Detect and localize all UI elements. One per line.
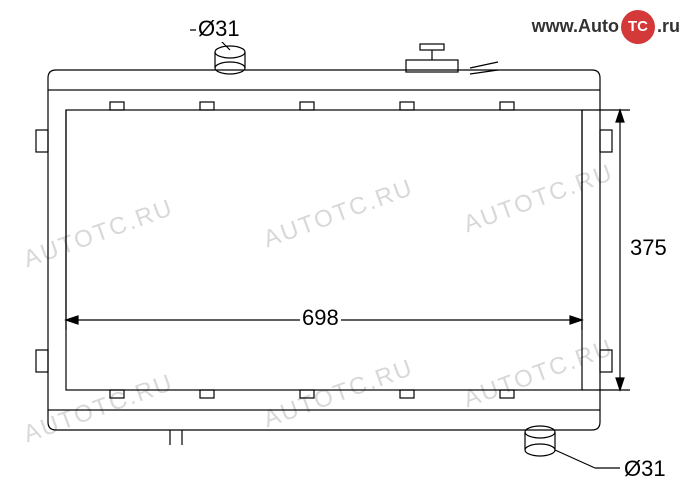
height-dimension-label: 375 bbox=[628, 235, 669, 261]
bottom-pipe-diameter-label: Ø31 bbox=[622, 456, 668, 482]
top-pipe-diameter-label: Ø31 bbox=[196, 16, 242, 42]
width-dimension-label: 698 bbox=[300, 305, 341, 331]
diagram-canvas: AUTOTC.RU AUTOTC.RU AUTOTC.RU AUTOTC.RU … bbox=[0, 0, 700, 501]
radiator-drawing bbox=[0, 0, 700, 501]
